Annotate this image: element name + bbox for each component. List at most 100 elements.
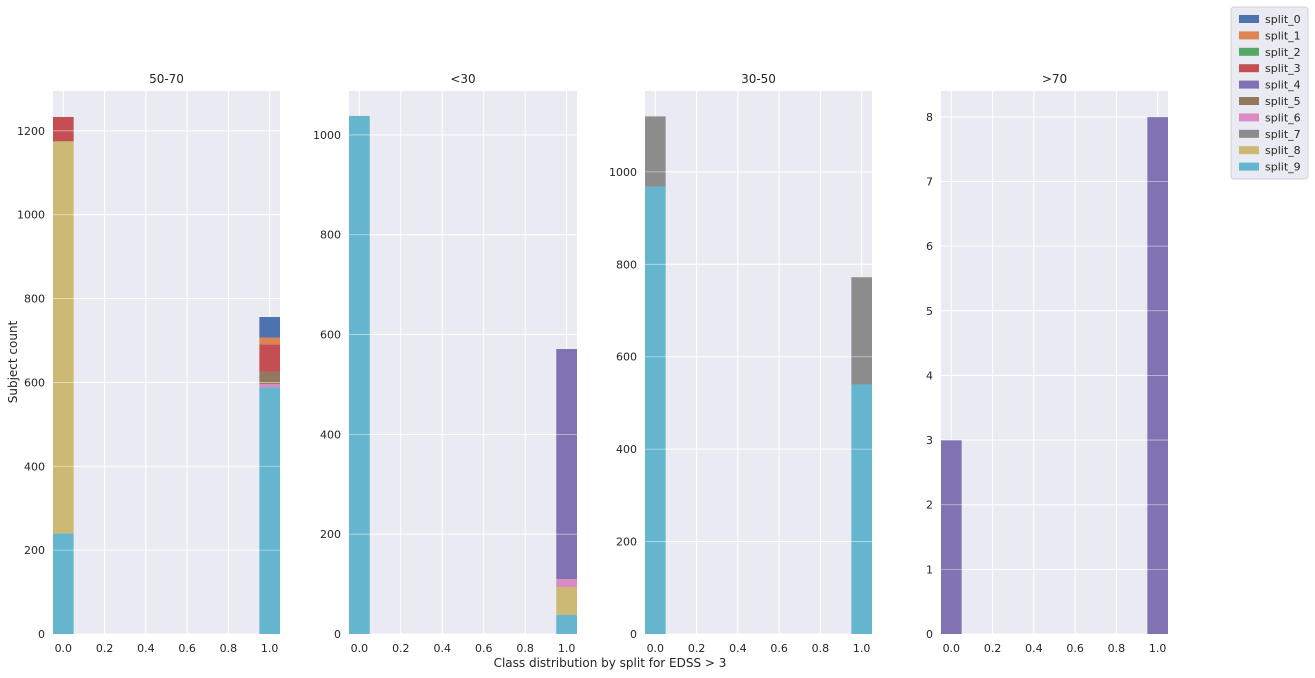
legend-label-split_6: split_6 [1265, 111, 1301, 124]
legend-label-split_4: split_4 [1265, 79, 1301, 92]
y-tick-label: 7 [926, 176, 933, 189]
y-tick-label: 800 [320, 229, 341, 242]
panels: 0.0 0.2 0.4 0.6 0.8 1.00200400600800100012005… [17, 72, 1168, 655]
bar-segment-split_4 [941, 440, 962, 634]
bar-segment-split_7 [645, 116, 666, 187]
panel-3: 0.0 0.2 0.4 0.6 0.8 1.0 0 1 2 3 4 5 6 7 8 >70 [926, 72, 1168, 655]
bar-segment-split_9 [259, 387, 280, 634]
x-tick-label: 0.8 [1108, 642, 1126, 655]
legend-swatch-split_7 [1239, 129, 1259, 138]
y-tick-label: 1000 [609, 166, 637, 179]
x-tick-label: 0.8 [812, 642, 830, 655]
panel-0: 0.0 0.2 0.4 0.6 0.8 1.0 0 200 400 600 800 1000 1200 5… [17, 72, 280, 655]
y-tick-label: 4 [926, 369, 933, 382]
legend-swatch-split_1 [1239, 31, 1259, 40]
y-tick-label: 2 [926, 499, 933, 512]
y-tick-label: 1000 [313, 129, 341, 142]
y-tick-label: 1 [926, 563, 933, 576]
legend-label-split_9: split_9 [1265, 161, 1301, 174]
panel-title: 50-70 [149, 72, 184, 86]
x-tick-label: 0.2 [96, 642, 114, 655]
y-tick-label: 200 [616, 536, 637, 549]
panel-2: 0.0 0.2 0.4 0.6 0.8 1.0 0 200 400 600 800 1000 30-50 [609, 72, 872, 655]
bar-segment-split_7 [851, 277, 872, 385]
x-tick-label: 0.6 [178, 642, 196, 655]
legend-swatch-split_2 [1239, 47, 1259, 56]
x-tick-label: 1.0 [1149, 642, 1167, 655]
bar-segment-split_3 [259, 344, 280, 372]
x-tick-label: 1.0 [558, 642, 576, 655]
x-tick-label: 0.8 [516, 642, 534, 655]
y-tick-label: 5 [926, 305, 933, 318]
legend-label-split_1: split_1 [1265, 29, 1301, 42]
figure-suptitle: Class distribution by split for EDSS > 3 [494, 656, 727, 670]
y-tick-label: 200 [320, 528, 341, 541]
x-tick-label: 0.0 [55, 642, 73, 655]
legend-swatch-split_5 [1239, 97, 1259, 105]
bar-segment-split_3 [53, 116, 74, 142]
y-tick-label: 800 [616, 258, 637, 271]
x-tick-label: 0.4 [137, 642, 155, 655]
panel-1: 0.0 0.2 0.4 0.6 0.8 1.0 0 200 400 600 800 1000 <30 [313, 72, 577, 655]
x-tick-label: 1.0 [853, 642, 871, 655]
x-tick-label: 0.2 [688, 642, 706, 655]
y-tick-label: 1200 [17, 125, 45, 138]
y-tick-label: 0 [38, 628, 45, 641]
legend-swatch-split_0 [1239, 15, 1259, 23]
y-tick-label: 600 [24, 376, 45, 389]
panel-title: >70 [1042, 72, 1067, 86]
legend-label-split_8: split_8 [1265, 144, 1301, 157]
plot-area [53, 91, 280, 634]
y-tick-label: 600 [320, 329, 341, 342]
panel-title: <30 [450, 72, 475, 86]
legend-label-split_3: split_3 [1265, 62, 1301, 75]
bar-segment-split_6 [259, 384, 280, 388]
legend-swatch-split_6 [1239, 113, 1259, 122]
legend: split_0 split_1 split_2 split_3 split_4split… [1230, 6, 1309, 180]
x-tick-label: 0.4 [729, 642, 747, 655]
plot-area [941, 91, 1168, 634]
y-axis-label: Subject count [6, 320, 20, 403]
y-tick-label: 0 [334, 628, 341, 641]
bar-segment-split_4 [556, 349, 577, 580]
x-tick-label: 0.6 [770, 642, 788, 655]
x-tick-label: 0.0 [351, 642, 369, 655]
bar-segment-split_9 [556, 615, 577, 634]
legend-swatch-split_9 [1239, 162, 1259, 171]
x-tick-label: 1.0 [261, 642, 279, 655]
x-tick-label: 0.4 [434, 642, 452, 655]
x-tick-label: 0.6 [1066, 642, 1084, 655]
y-tick-label: 600 [616, 351, 637, 364]
bar-segment-split_8 [556, 587, 577, 616]
legend-swatch-split_8 [1239, 146, 1259, 155]
legend-label-split_5: split_5 [1265, 95, 1301, 108]
y-tick-label: 200 [24, 544, 45, 557]
bar-segment-split_9 [645, 186, 666, 634]
y-tick-label: 400 [320, 428, 341, 441]
bar-segment-split_9 [53, 533, 74, 634]
bar-segment-split_1 [259, 337, 280, 345]
bar-segment-split_0 [259, 317, 280, 338]
y-tick-label: 800 [24, 293, 45, 306]
x-tick-label: 0.0 [647, 642, 665, 655]
y-tick-label: 400 [24, 460, 45, 473]
bar-segment-split_9 [851, 384, 872, 634]
y-tick-label: 400 [616, 443, 637, 456]
x-tick-label: 0.2 [984, 642, 1002, 655]
bar-segment-split_8 [53, 141, 74, 534]
y-tick-label: 6 [926, 240, 933, 253]
legend-label-split_0: split_0 [1265, 13, 1301, 26]
panel-title: 30-50 [741, 72, 776, 86]
y-tick-label: 3 [926, 434, 933, 447]
x-tick-label: 0.8 [220, 642, 238, 655]
x-tick-label: 0.4 [1025, 642, 1043, 655]
bar-segment-split_9 [349, 115, 370, 634]
x-tick-label: 0.6 [475, 642, 493, 655]
bar-segment-split_6 [556, 579, 577, 588]
plot-area [645, 91, 872, 634]
legend-swatch-split_4 [1239, 80, 1259, 89]
legend-label-split_2: split_2 [1265, 46, 1301, 59]
legend-swatch-split_3 [1239, 64, 1259, 73]
y-tick-label: 0 [630, 628, 637, 641]
